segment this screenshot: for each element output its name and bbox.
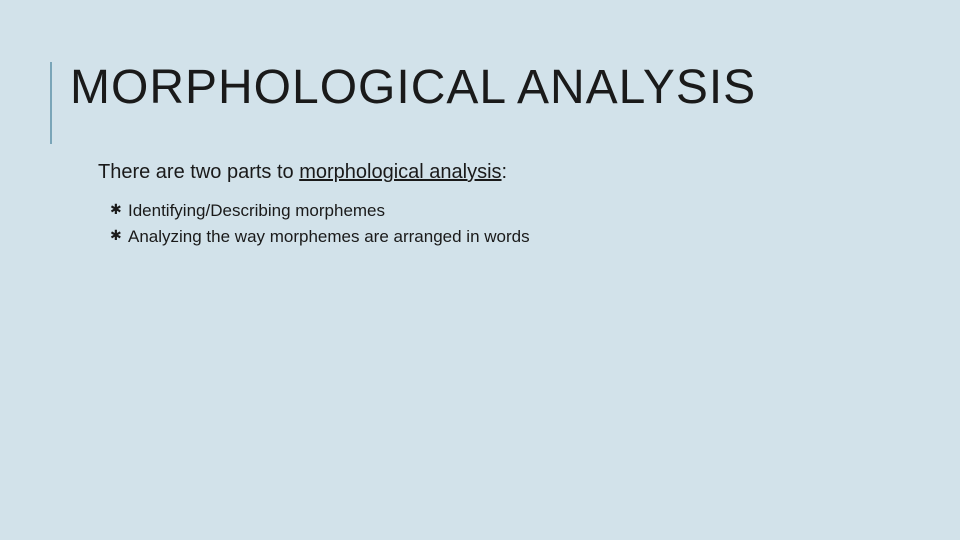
intro-underlined-term: morphological analysis xyxy=(299,161,501,183)
intro-suffix: : xyxy=(502,161,508,183)
list-item: ✱ Analyzing the way morphemes are arrang… xyxy=(110,224,910,250)
slide: MORPHOLOGICAL ANALYSIS There are two par… xyxy=(0,0,960,540)
intro-line: There are two parts to morphological ana… xyxy=(98,161,910,184)
bullet-text: Analyzing the way morphemes are arranged… xyxy=(128,227,530,246)
intro-prefix: There are two parts to xyxy=(98,161,299,183)
starburst-icon: ✱ xyxy=(110,199,122,220)
list-item: ✱ Identifying/Describing morphemes xyxy=(110,198,910,224)
bullet-list: ✱ Identifying/Describing morphemes ✱ Ana… xyxy=(110,198,910,249)
bullet-text: Identifying/Describing morphemes xyxy=(128,201,385,220)
slide-title: MORPHOLOGICAL ANALYSIS xyxy=(70,60,910,115)
title-accent-rule xyxy=(50,62,52,144)
starburst-icon: ✱ xyxy=(110,225,122,246)
